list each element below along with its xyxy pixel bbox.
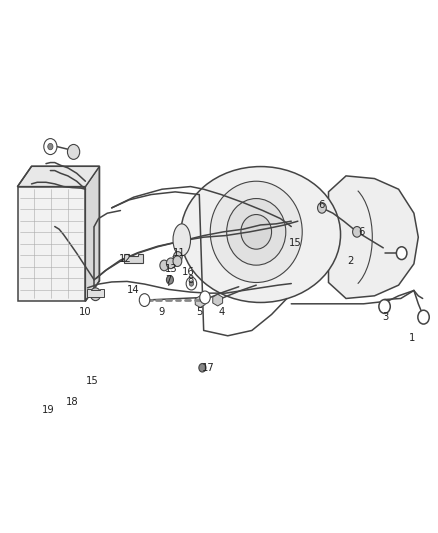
Text: 11: 11 — [173, 248, 186, 258]
Text: 15: 15 — [289, 238, 302, 247]
Circle shape — [318, 203, 326, 213]
Circle shape — [379, 300, 390, 313]
Bar — [18, 187, 85, 301]
Text: 4: 4 — [218, 307, 224, 317]
Text: 2: 2 — [347, 256, 353, 266]
Text: 15: 15 — [85, 376, 99, 386]
Ellipse shape — [226, 198, 286, 265]
Text: 7: 7 — [166, 275, 172, 285]
Text: 8: 8 — [187, 275, 194, 285]
Text: 5: 5 — [196, 307, 202, 317]
Ellipse shape — [210, 181, 302, 282]
Text: 18: 18 — [66, 398, 78, 407]
Circle shape — [200, 291, 210, 304]
Polygon shape — [328, 176, 418, 298]
Text: 6: 6 — [319, 200, 325, 210]
Circle shape — [166, 276, 173, 284]
Circle shape — [48, 143, 53, 150]
Circle shape — [189, 281, 194, 286]
Circle shape — [173, 256, 182, 266]
Ellipse shape — [180, 166, 341, 302]
Text: 14: 14 — [127, 286, 140, 295]
Text: 1: 1 — [409, 334, 415, 343]
Circle shape — [396, 247, 407, 260]
Circle shape — [186, 277, 197, 290]
Circle shape — [44, 139, 57, 155]
Ellipse shape — [241, 214, 272, 249]
Polygon shape — [85, 166, 99, 301]
Ellipse shape — [173, 224, 191, 256]
Circle shape — [353, 227, 361, 237]
Polygon shape — [87, 289, 104, 297]
Circle shape — [166, 258, 175, 269]
Polygon shape — [213, 294, 223, 306]
Polygon shape — [124, 254, 143, 263]
Circle shape — [199, 364, 206, 372]
Circle shape — [173, 252, 182, 262]
Text: 16: 16 — [182, 267, 195, 277]
Text: 19: 19 — [42, 406, 55, 415]
Text: 17: 17 — [201, 363, 215, 373]
Text: 6: 6 — [358, 227, 364, 237]
Circle shape — [139, 294, 150, 306]
Text: 3: 3 — [382, 312, 389, 322]
Text: 13: 13 — [165, 264, 177, 274]
Text: 9: 9 — [159, 307, 165, 317]
Text: 10: 10 — [79, 307, 92, 317]
Polygon shape — [195, 296, 205, 308]
Circle shape — [418, 310, 429, 324]
Polygon shape — [18, 166, 99, 187]
Circle shape — [90, 288, 101, 301]
Circle shape — [160, 260, 169, 271]
Text: 12: 12 — [118, 254, 131, 263]
Circle shape — [67, 144, 80, 159]
